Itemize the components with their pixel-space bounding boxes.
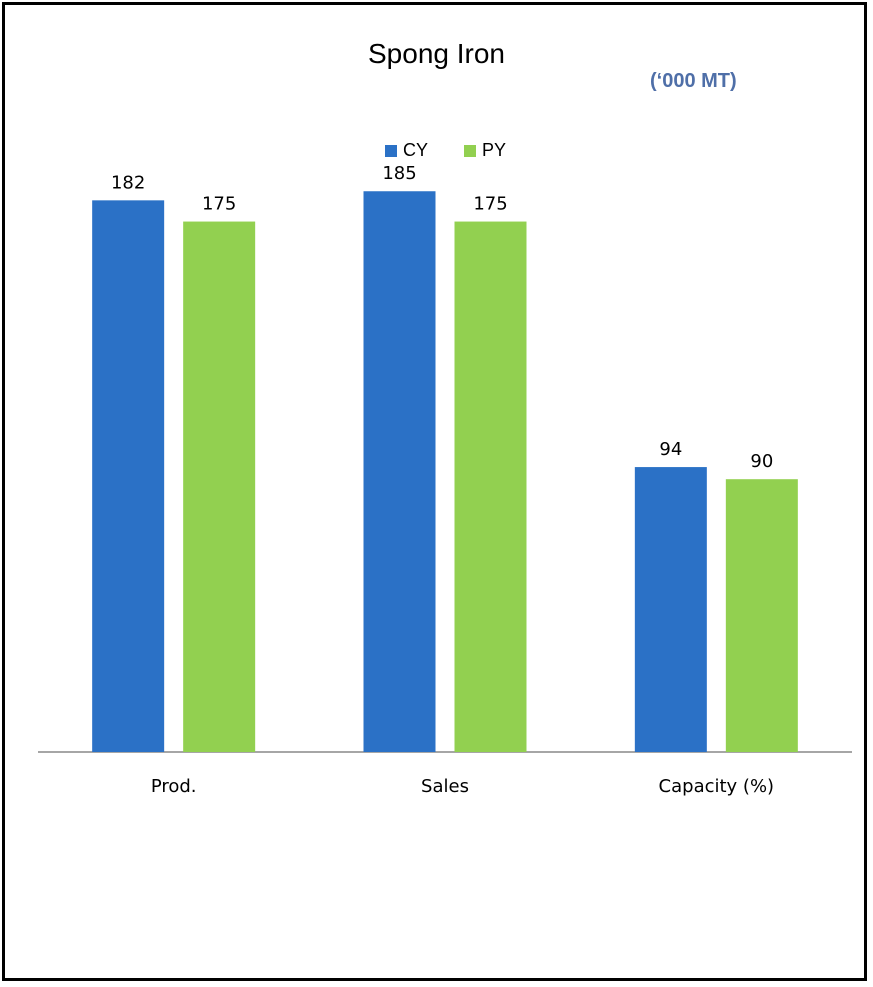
data-label-cy-0: 182: [111, 172, 145, 193]
data-label-cy-2: 94: [659, 439, 682, 460]
legend-label-py: PY: [482, 140, 507, 160]
legend-swatch-py: [464, 144, 477, 157]
bar-cy-0: [92, 200, 165, 753]
bar-cy-2: [634, 467, 707, 752]
chart-title: Spong Iron: [368, 38, 505, 69]
data-label-cy-1: 185: [382, 163, 416, 184]
data-label-py-0: 175: [202, 194, 236, 215]
data-label-py-2: 90: [750, 451, 773, 472]
bar-cy-1: [363, 191, 436, 752]
legend-item-py: PY: [464, 140, 506, 161]
bar-py-2: [725, 479, 798, 752]
data-label-py-1: 175: [473, 194, 507, 215]
bar-py-0: [183, 221, 256, 753]
legend-swatch-cy: [385, 144, 397, 157]
legend-item-cy: CY: [385, 140, 428, 161]
unit-label: (‘000 MT): [650, 70, 737, 92]
category-label-0: Prod.: [151, 776, 197, 797]
legend-label-cy: CY: [403, 140, 429, 160]
bar-py-1: [454, 221, 527, 753]
category-label-2: Capacity (%): [659, 776, 775, 797]
legend: CY PY: [385, 140, 542, 161]
category-label-1: Sales: [421, 776, 469, 797]
